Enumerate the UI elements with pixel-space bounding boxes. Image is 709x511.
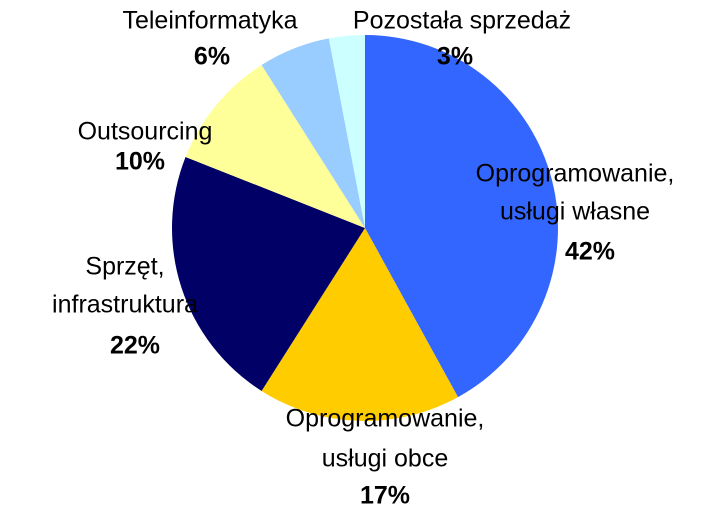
slice-label: Sprzęt,: [85, 253, 164, 281]
slice-label: infrastruktura: [52, 291, 198, 319]
slice-value: 10%: [115, 148, 165, 176]
pie-slice: [328, 35, 365, 228]
slice-label: Outsourcing: [78, 118, 213, 146]
slice-label: Oprogramowanie,: [476, 160, 675, 188]
slice-label: usługi obce: [322, 445, 448, 473]
slice-value: 6%: [194, 43, 230, 71]
slice-label: Oprogramowanie,: [286, 405, 485, 433]
slice-value: 22%: [110, 332, 160, 360]
pie-slice: [261, 228, 458, 422]
slice-value: 3%: [437, 43, 473, 71]
slice-label: usługi własne: [500, 198, 650, 226]
slice-value: 42%: [565, 238, 615, 266]
slice-label: Pozostała sprzedaż: [353, 7, 571, 35]
pie-slice: [185, 65, 365, 228]
slice-value: 17%: [360, 482, 410, 510]
pie-slice: [365, 35, 559, 398]
pie-slice: [261, 38, 365, 228]
slice-label: Teleinformatyka: [122, 7, 297, 35]
pie-slice: [171, 156, 365, 391]
